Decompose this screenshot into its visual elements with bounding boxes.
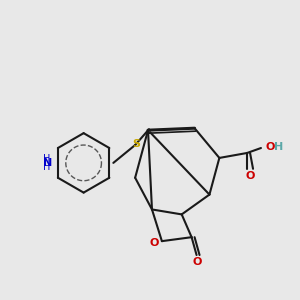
Text: S: S <box>132 139 140 149</box>
Text: H: H <box>274 142 283 152</box>
Text: N: N <box>43 158 52 168</box>
Text: O: O <box>193 257 202 267</box>
Text: H: H <box>43 154 50 164</box>
Text: O: O <box>245 171 255 181</box>
Text: O: O <box>266 142 275 152</box>
Text: O: O <box>149 238 159 248</box>
Text: H: H <box>43 162 50 172</box>
